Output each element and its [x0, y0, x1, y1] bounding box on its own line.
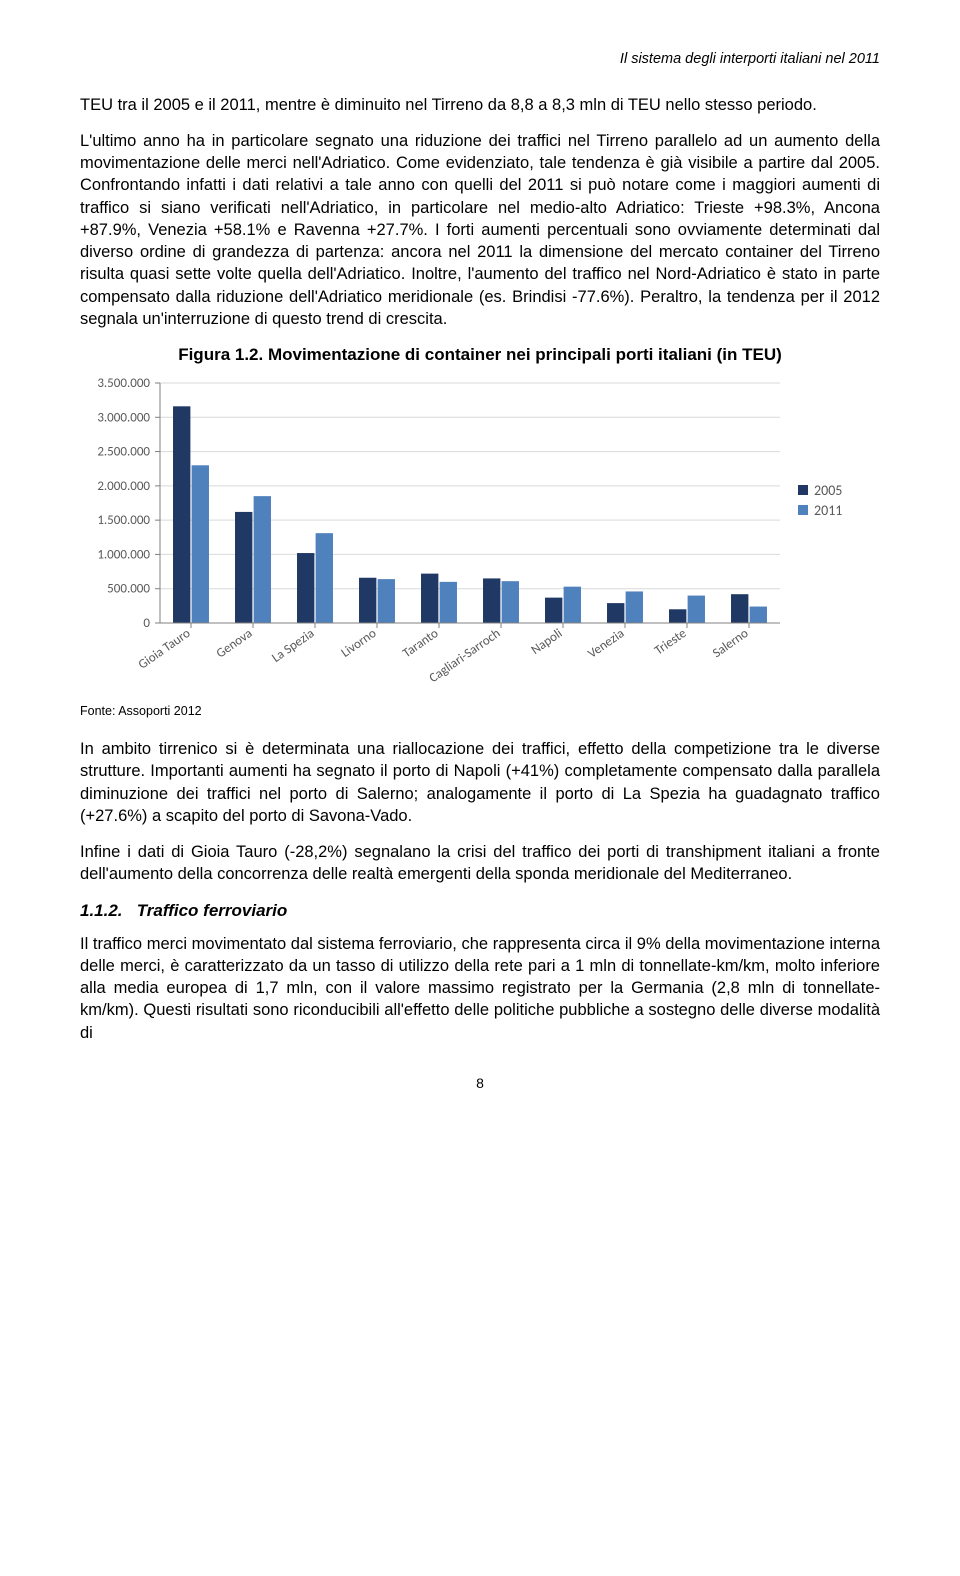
svg-text:Venezia: Venezia [585, 626, 627, 662]
svg-text:Trieste: Trieste [652, 626, 689, 658]
svg-text:2.500.000: 2.500.000 [97, 445, 150, 460]
svg-text:500.000: 500.000 [107, 582, 150, 597]
svg-text:Salerno: Salerno [710, 626, 751, 661]
svg-text:2005: 2005 [814, 482, 842, 499]
para-2: L'ultimo anno ha in particolare segnato … [80, 130, 880, 330]
para-4: Infine i dati di Gioia Tauro (-28,2%) se… [80, 841, 880, 886]
svg-text:Genova: Genova [214, 626, 256, 661]
section-number: 1.1.2. [80, 901, 123, 920]
section-title-text: Traffico ferroviario [137, 901, 288, 920]
para-3: In ambito tirrenico si è determinata una… [80, 738, 880, 827]
section-heading: 1.1.2. Traffico ferroviario [80, 900, 880, 923]
svg-text:2011: 2011 [814, 502, 842, 519]
para-5: Il traffico merci movimentato dal sistem… [80, 933, 880, 1044]
svg-text:La Spezia: La Spezia [269, 626, 317, 666]
svg-text:Napoli: Napoli [529, 626, 566, 658]
running-title: Il sistema degli interporti italiani nel… [80, 50, 880, 70]
svg-text:3.000.000: 3.000.000 [97, 410, 150, 425]
svg-text:3.500.000: 3.500.000 [97, 376, 150, 391]
container-chart: 0 500.000 1.000.000 1.500.000 2.000.000 2.500… [80, 373, 880, 703]
para-1: TEU tra il 2005 e il 2011, mentre è dimi… [80, 94, 880, 116]
page-number: 8 [80, 1074, 880, 1093]
svg-text:1.000.000: 1.000.000 [97, 548, 150, 563]
svg-text:Livorno: Livorno [339, 626, 380, 661]
chart-title: Figura 1.2. Movimentazione di container … [80, 344, 880, 367]
svg-text:0: 0 [143, 616, 150, 631]
svg-text:1.500.000: 1.500.000 [97, 513, 150, 528]
chart-source: Fonte: Assoporti 2012 [80, 703, 880, 720]
svg-text:Taranto: Taranto [400, 626, 441, 661]
svg-text:2.000.000: 2.000.000 [97, 479, 150, 494]
svg-text:Gioia Tauro: Gioia Tauro [136, 626, 194, 673]
bar-chart: 0 500.000 1.000.000 1.500.000 2.000.000 2.500… [80, 373, 880, 703]
